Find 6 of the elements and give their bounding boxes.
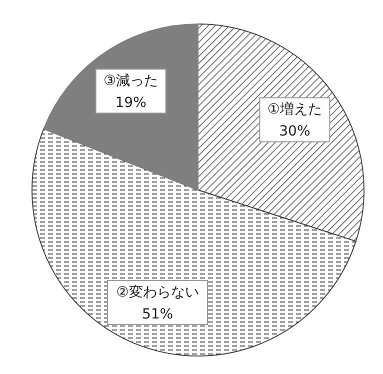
slice-label: ③減った [104, 73, 158, 90]
slice-label: ①増えた [267, 100, 322, 118]
data-label: 19% [115, 95, 146, 112]
data-label: 30% [279, 124, 310, 140]
data-label: 51% [142, 306, 174, 322]
slice-label: ②変わらない [116, 284, 199, 300]
